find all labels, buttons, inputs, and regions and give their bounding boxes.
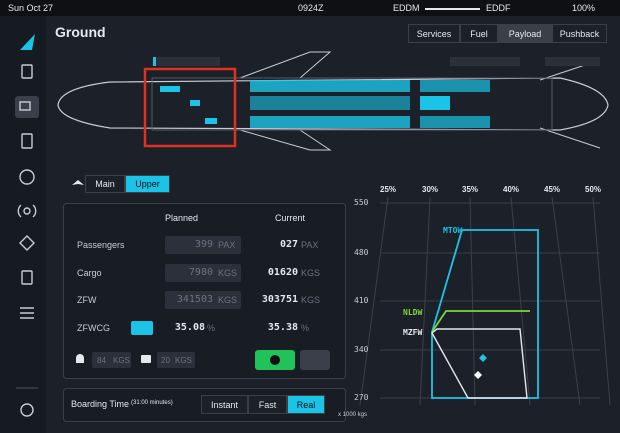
y-tick-label: 340 <box>354 345 369 354</box>
boarding-option[interactable]: Fast <box>248 395 287 414</box>
boarding-option[interactable]: Instant <box>201 395 248 414</box>
planned-unit: KGS <box>218 268 238 278</box>
current-unit: KGS <box>301 295 321 305</box>
pax-weight-unit: KGS <box>113 356 130 365</box>
bag-weight: 20 <box>161 356 170 365</box>
route-line <box>425 8 480 10</box>
start-button[interactable] <box>255 350 295 370</box>
row-label: ZFW <box>77 295 97 305</box>
pax-box <box>92 352 131 368</box>
start-icon <box>270 355 280 365</box>
row-label: Passengers <box>77 240 125 250</box>
tab[interactable]: Payload <box>498 24 552 43</box>
pax-icon <box>76 354 84 363</box>
current-value: 303751 <box>261 294 298 305</box>
limit-label: NLDW <box>403 308 423 317</box>
planned-value: 35.08 <box>174 322 205 333</box>
planned-box <box>165 236 241 254</box>
title: Ground <box>55 24 106 40</box>
row-label: ZFWCG <box>77 323 110 333</box>
column-header: Current <box>275 213 306 223</box>
battery: 100% <box>572 3 596 13</box>
bag-icon <box>141 355 151 363</box>
column-header: Planned <box>165 213 199 223</box>
x-tick-label: 50% <box>585 185 602 194</box>
x-tick-label: 40% <box>503 185 520 194</box>
limit-label: MTOW <box>443 226 463 235</box>
shuffle-button[interactable] <box>131 321 153 335</box>
planned-value: 399 <box>194 239 213 250</box>
y-tick-label: 480 <box>354 248 369 257</box>
date: Sun Oct 27 <box>8 3 54 13</box>
boarding-option[interactable]: Real <box>287 395 325 414</box>
deck-button[interactable]: Upper <box>125 175 170 193</box>
current-value: 01620 <box>267 267 298 278</box>
bag-weight-unit: KGS <box>175 356 192 365</box>
bag-box <box>157 352 195 368</box>
exit-button[interactable] <box>300 350 330 370</box>
planned-value: 7980 <box>188 267 213 278</box>
x-tick-label: 30% <box>422 185 439 194</box>
current-value: 35.38 <box>267 322 298 333</box>
y-tick-label: 550 <box>354 198 369 207</box>
x-tick-label: 35% <box>462 185 479 194</box>
planned-box <box>165 291 241 309</box>
destination: EDDF <box>486 3 511 13</box>
origin: EDDM <box>393 3 420 13</box>
y-unit: x 1000 kgs <box>338 412 368 418</box>
current-unit: KGS <box>301 268 321 278</box>
tab[interactable]: Services <box>408 24 460 43</box>
deck-button[interactable]: Main <box>85 175 125 193</box>
current-unit: PAX <box>301 240 319 250</box>
tab[interactable]: Fuel <box>460 24 498 43</box>
x-tick-label: 25% <box>380 185 397 194</box>
pax-weight: 84 <box>97 356 106 365</box>
current-unit: % <box>301 323 310 333</box>
row-label: Cargo <box>77 268 102 278</box>
planned-unit: KGS <box>218 295 238 305</box>
boarding-duration: (31:00 minutes) <box>131 400 173 406</box>
x-tick-label: 45% <box>544 185 561 194</box>
y-tick-label: 270 <box>354 393 369 402</box>
time: 0924Z <box>298 3 324 13</box>
planned-box <box>165 264 241 282</box>
y-tick-label: 410 <box>354 296 369 305</box>
boarding-label: Boarding Time <box>71 399 130 409</box>
planned-value: 341503 <box>176 294 213 305</box>
current-value: 027 <box>279 239 298 250</box>
planned-unit: % <box>207 323 216 333</box>
planned-unit: PAX <box>218 240 236 250</box>
tab[interactable]: Pushback <box>552 24 607 43</box>
limit-label: MZFW <box>403 328 423 337</box>
